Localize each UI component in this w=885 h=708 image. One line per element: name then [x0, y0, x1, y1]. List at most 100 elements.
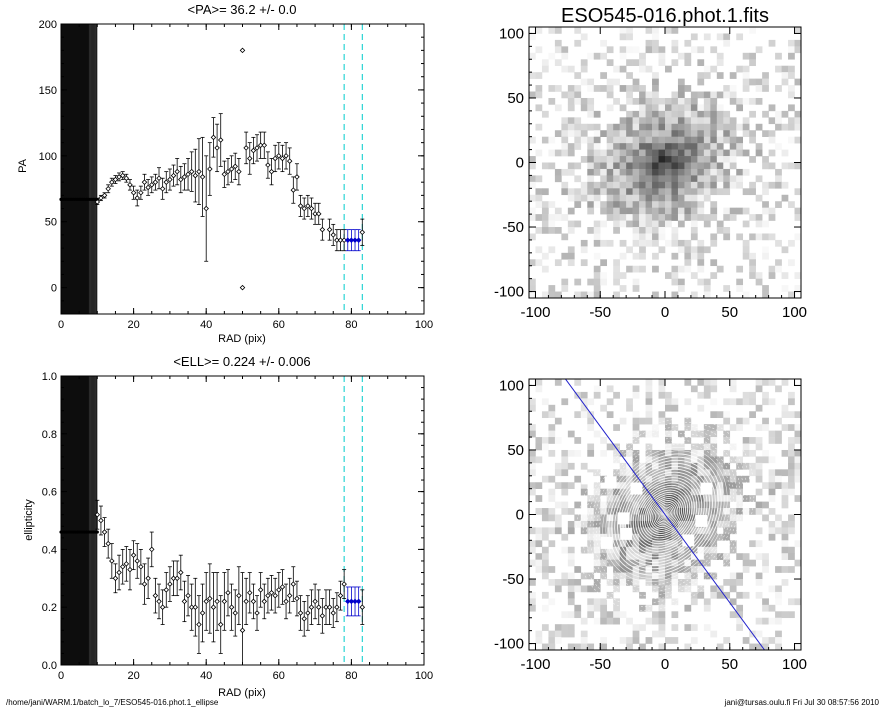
img-pixel — [677, 162, 685, 170]
img-pixel — [768, 136, 776, 144]
img-pixel — [632, 85, 640, 92]
img-pixel — [626, 130, 633, 137]
ov-isophote-ellipse — [662, 511, 668, 518]
img-pixel — [593, 168, 601, 176]
ov-pixel — [755, 475, 763, 483]
pa-ytick-label: 100 — [39, 151, 57, 163]
img-pixel — [658, 59, 666, 67]
ov-mask-square — [695, 514, 708, 527]
img-pixel — [626, 117, 633, 125]
img-pixel — [749, 136, 756, 144]
ov-pixel — [710, 540, 718, 548]
img-pixel — [561, 181, 569, 189]
img-pixel — [645, 97, 653, 105]
img-pixel — [593, 130, 601, 137]
ov-pixel — [794, 643, 802, 651]
img-pixel — [716, 72, 724, 79]
ov-pixel — [671, 488, 679, 496]
img-pixel — [593, 143, 601, 150]
pa-data-point — [192, 172, 199, 179]
img-pixel — [626, 59, 633, 67]
img-pixel — [736, 181, 744, 189]
img-pixel — [768, 181, 776, 189]
img-pixel — [703, 214, 711, 221]
img-pixel — [613, 259, 620, 267]
ov-pixel — [677, 566, 685, 573]
img-pixel — [619, 201, 627, 208]
ov-pixel — [626, 443, 633, 451]
ov-pixel — [729, 424, 737, 431]
ov-pixel — [762, 379, 769, 386]
img-pixel — [639, 85, 646, 92]
ov-pixel — [729, 579, 737, 586]
ov-pixel — [535, 385, 543, 393]
ell-data-point — [254, 610, 260, 616]
ov-pixel — [665, 417, 672, 425]
img-pixel — [665, 123, 672, 131]
ell-data-point — [112, 575, 119, 582]
ov-pixel — [626, 398, 633, 406]
ov-pixel — [788, 456, 795, 464]
img-pixel — [639, 104, 646, 112]
img-pixel — [580, 97, 588, 105]
ov-pixel — [658, 559, 666, 567]
ov-pixel — [561, 546, 569, 554]
img-pixel — [606, 162, 614, 170]
ov-pixel — [535, 456, 543, 464]
img-xtick-label: 0 — [661, 304, 669, 321]
ov-pixel — [587, 527, 595, 535]
img-pixel — [781, 272, 789, 279]
ov-pixel — [723, 462, 731, 470]
ov-pixel — [710, 585, 718, 593]
img-pixel — [587, 156, 595, 163]
ov-pixel — [529, 469, 536, 477]
img-pixel — [768, 130, 776, 137]
ov-pixel — [587, 411, 595, 419]
ov-pixel — [645, 475, 653, 483]
ov-pixel — [529, 398, 536, 406]
img-pixel — [529, 291, 536, 299]
img-pixel — [723, 110, 731, 118]
img-pixel — [658, 123, 666, 131]
ov-pixel — [703, 495, 711, 502]
img-pixel — [652, 85, 659, 92]
ov-pixel — [554, 379, 562, 386]
img-pixel — [639, 130, 646, 137]
img-pixel — [606, 59, 614, 67]
img-pixel — [729, 214, 737, 221]
ov-isophote-ellipse — [653, 501, 677, 528]
img-pixel — [652, 46, 659, 54]
pa-data-point — [141, 179, 148, 185]
img-pixel — [710, 104, 718, 112]
img-pixel — [716, 227, 724, 234]
img-pixel — [690, 136, 698, 144]
img-pixel — [652, 97, 659, 105]
ov-pixel — [794, 559, 802, 567]
ov-pixel — [593, 469, 601, 477]
ov-pixel — [593, 546, 601, 554]
ov-pixel — [788, 546, 795, 554]
img-pixel — [677, 104, 685, 112]
img-pixel — [567, 259, 575, 267]
ell-data-point — [196, 621, 202, 628]
img-pixel — [697, 149, 705, 157]
ov-pixel — [658, 501, 666, 509]
img-pixel — [697, 91, 705, 99]
img-pixel — [723, 233, 731, 241]
ov-pixel — [567, 527, 575, 535]
ov-pixel — [658, 520, 666, 528]
img-pixel — [710, 117, 718, 125]
img-pixel — [554, 130, 562, 137]
ov-pixel — [775, 611, 782, 619]
img-pixel — [665, 188, 672, 196]
img-pixel — [561, 143, 569, 150]
pa-data-point — [297, 203, 304, 209]
img-pixel — [729, 117, 737, 125]
ov-pixel — [768, 604, 776, 612]
ov-pixel — [710, 379, 718, 386]
ov-pixel — [658, 533, 666, 541]
ov-pixel — [600, 501, 608, 509]
img-pixel — [703, 72, 711, 79]
ell-xtick-label: 60 — [273, 670, 285, 682]
